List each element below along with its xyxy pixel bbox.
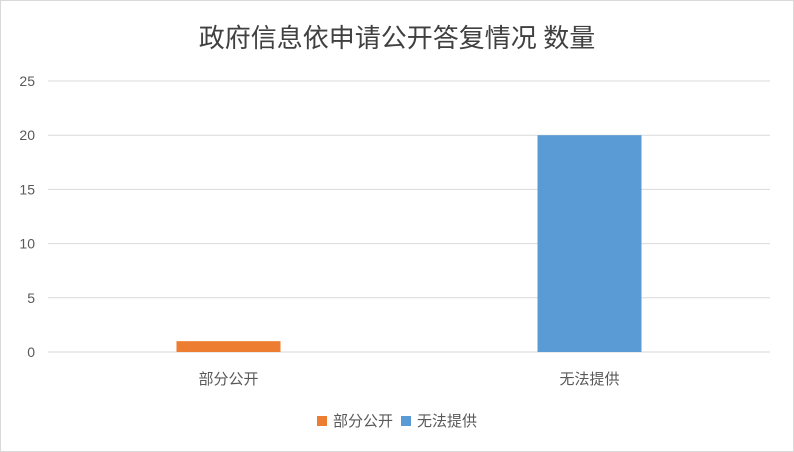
legend: 部分公开 无法提供 bbox=[0, 410, 794, 431]
bar-0 bbox=[176, 341, 281, 352]
bar-1 bbox=[537, 135, 642, 352]
y-tick-label-2: 10 bbox=[19, 236, 35, 252]
legend-item-1: 无法提供 bbox=[401, 410, 477, 431]
y-tick-label-4: 20 bbox=[19, 127, 35, 143]
y-tick-label-0: 0 bbox=[27, 344, 35, 360]
legend-item-0: 部分公开 bbox=[316, 410, 393, 431]
x-tick-label-0: 部分公开 bbox=[198, 371, 258, 388]
legend-swatch-1 bbox=[401, 415, 411, 426]
legend-swatch-0 bbox=[316, 415, 327, 426]
legend-label-1: 无法提供 bbox=[417, 413, 478, 430]
x-tick-label-1: 无法提供 bbox=[559, 371, 619, 388]
legend-label-0: 部分公开 bbox=[332, 413, 393, 430]
chart-title: 政府信息依申请公开答复情况 数量 bbox=[198, 24, 596, 53]
y-tick-label-5: 25 bbox=[19, 73, 35, 89]
y-tick-label-1: 5 bbox=[27, 290, 35, 306]
y-tick-label-3: 15 bbox=[19, 181, 35, 197]
